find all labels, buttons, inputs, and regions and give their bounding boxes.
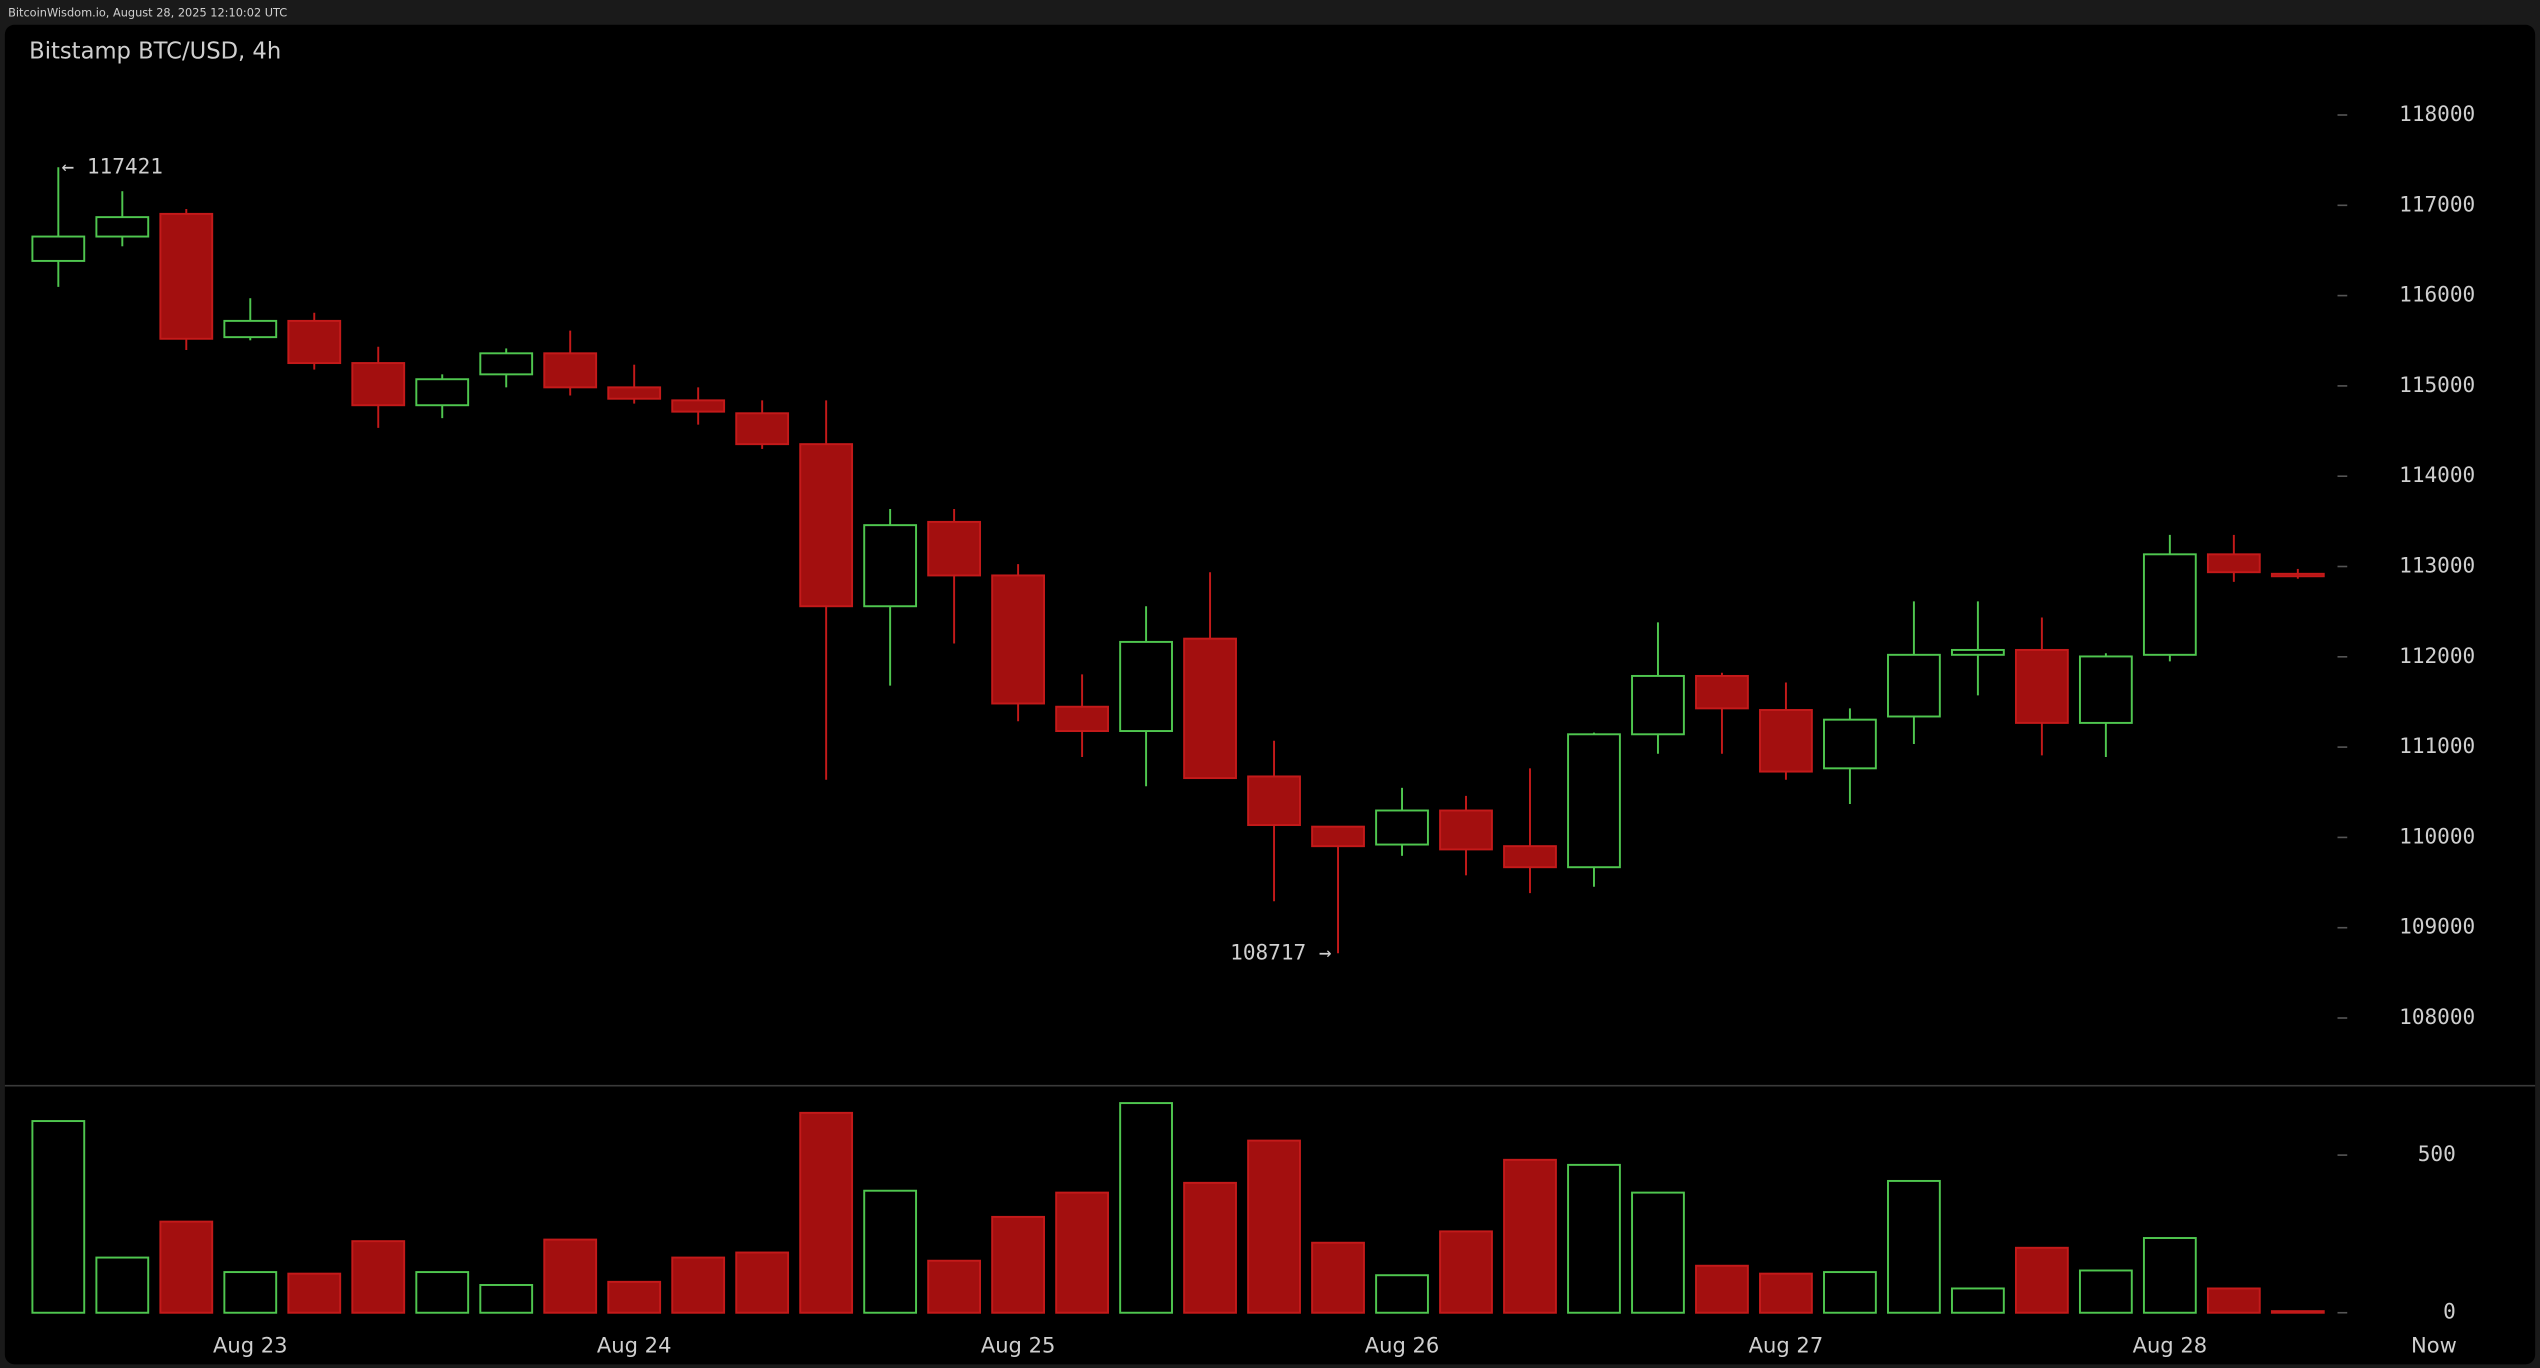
volume-bar [1695,1264,1749,1314]
volume-bar [2270,1310,2325,1314]
max-annotation: ← 117421 [62,153,163,178]
volume-bar [1567,1163,1621,1314]
candle-body [1183,637,1237,780]
volume-bar [1119,1102,1173,1314]
volume-bar [927,1259,982,1314]
volume-bar [799,1111,854,1314]
candle-body [1567,733,1621,869]
volume-bar [159,1220,214,1314]
volume-tick-label: 500 [2418,1141,2456,1166]
y-tick-label: 118000 [2399,101,2475,126]
chart-panel [4,24,2536,1365]
volume-bar [479,1284,534,1314]
min-annotation: 108717 → [1230,939,1331,964]
candle-body [1375,809,1429,846]
volume-bar [1631,1191,1685,1314]
volume-bar [351,1240,406,1314]
candle-body [351,362,406,407]
y-tick-label: 114000 [2399,462,2475,487]
volume-bar [991,1215,1045,1314]
volume-bar [607,1280,662,1314]
x-tick-label: Aug 24 [597,1333,672,1358]
candle-body [1951,648,2005,656]
candle-body [2014,648,2069,724]
volume-bar [2078,1269,2133,1314]
candle-body [2270,572,2325,578]
candle-body [543,352,598,389]
candle-body [671,399,726,413]
candle-body [1631,674,1685,736]
candle-body [1311,825,1365,848]
candle-body [991,574,1045,705]
volume-bar [1887,1179,1941,1314]
candle-body [95,216,150,238]
x-tick-label: Aug 27 [1749,1333,1824,1358]
candle-body [799,443,854,608]
candle-body [1247,775,1301,827]
volume-bar [2142,1237,2197,1314]
candle-body [1759,709,1813,773]
y-tick-label: 108000 [2399,1004,2475,1029]
volume-bar [415,1271,470,1314]
y-tick-label: 111000 [2399,733,2475,758]
volume-bar [1375,1274,1429,1314]
candle-body [863,524,918,608]
candle-body [607,386,662,400]
volume-bar [287,1272,342,1314]
volume-bar [2014,1246,2069,1314]
y-tick-label: 116000 [2399,282,2475,307]
volume-bar [1183,1181,1237,1314]
candle-body [159,212,214,340]
candle-body [735,412,790,446]
candle-body [1439,809,1493,851]
volume-tick-label: 0 [2443,1299,2456,1324]
y-tick-label: 117000 [2399,191,2475,216]
y-tick-label: 110000 [2399,823,2475,848]
candle-body [1887,653,1941,718]
volume-bar [31,1120,86,1314]
candle-body [223,319,278,339]
now-label: Now [2411,1333,2457,1358]
x-tick-label: Aug 25 [981,1333,1056,1358]
candle-body [31,235,86,262]
y-tick-label: 112000 [2399,643,2475,668]
candle-body [2078,655,2133,724]
volume-bar [671,1256,726,1314]
y-tick-label: 115000 [2399,372,2475,397]
volume-bar [1247,1139,1301,1314]
volume-bar [863,1189,918,1314]
candle-body [1695,674,1749,710]
volume-bar [1759,1272,1813,1314]
candle-body [2142,553,2197,656]
volume-bar [1503,1158,1557,1314]
candle-body [927,520,982,577]
volume-bar [1951,1287,2005,1314]
volume-bar [223,1271,278,1314]
volume-bar [1311,1241,1365,1314]
candle-body [1055,705,1109,733]
y-tick-label: 113000 [2399,553,2475,578]
candle-body [1503,845,1557,869]
chart-title: Bitstamp BTC/USD, 4h [29,39,281,65]
volume-bar [543,1238,598,1314]
header: BitcoinWisdom.io, August 28, 2025 12:10:… [8,5,287,19]
candle-body [479,352,534,376]
y-tick-label: 109000 [2399,914,2475,939]
volume-bar [2206,1287,2261,1314]
candle-body [1823,718,1877,770]
volume-bar [1055,1191,1109,1314]
volume-bar [735,1251,790,1314]
volume-bar [1439,1230,1493,1314]
x-tick-label: Aug 23 [213,1333,288,1358]
volume-bar [95,1256,150,1314]
candle-body [1119,640,1173,733]
candle-body [415,378,470,407]
x-tick-label: Aug 26 [1365,1333,1440,1358]
x-tick-label: Aug 28 [2133,1333,2208,1358]
candle-body [287,319,342,365]
candle-body [2206,553,2261,574]
volume-bar [1823,1271,1877,1314]
